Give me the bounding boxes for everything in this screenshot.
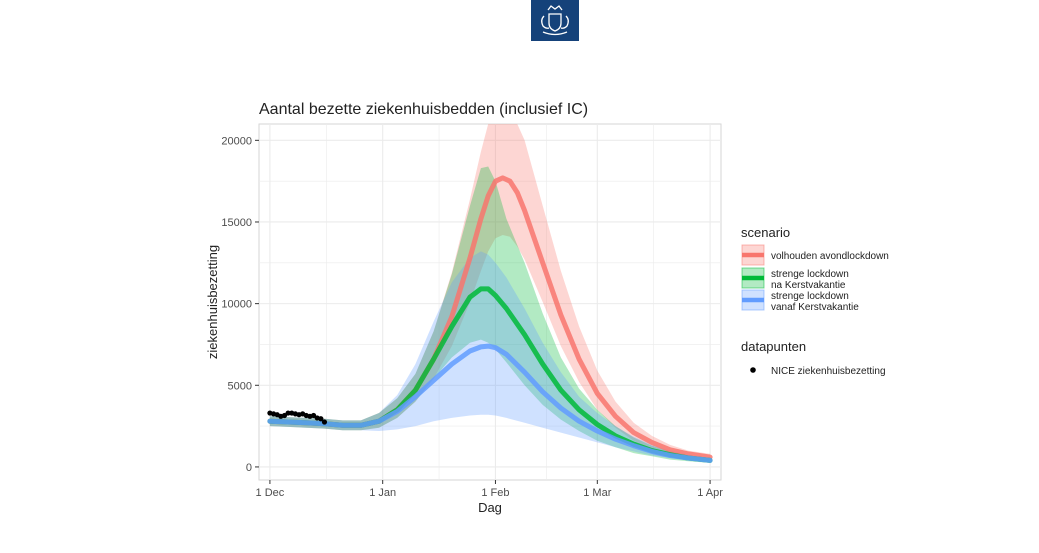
legend-label-1: na Kerstvakantie (771, 280, 846, 291)
chart-title: Aantal bezette ziekenhuisbedden (inclusi… (259, 101, 588, 118)
panel-background (258, 123, 722, 481)
data-point (318, 416, 324, 422)
y-tick-label: 20000 (221, 135, 252, 147)
x-tick-label: 1 Dec (256, 487, 285, 499)
x-tick-label: 1 Jan (369, 487, 396, 499)
band-1 (269, 166, 711, 463)
legend-label-2: strenge lockdown (771, 291, 849, 302)
legend-label-0: volhouden avondlockdown (771, 251, 889, 262)
y-tick-label: 0 (246, 462, 252, 474)
band-0 (269, 124, 711, 460)
scenario-bands (269, 124, 711, 463)
legend-label-data: NICE ziekenhuisbezetting (771, 366, 886, 377)
data-point (285, 410, 291, 416)
x-tick-label: 1 Feb (481, 487, 509, 499)
legend-title-datapunten: datapunten (741, 339, 806, 354)
scenario-lines (267, 175, 713, 463)
y-tick-label: 15000 (221, 217, 252, 229)
data-points (267, 410, 328, 425)
y-tick-label: 10000 (221, 299, 252, 311)
axis-ticks: 1 Dec 1 Jan 1 Feb 1 Mar 1 Apr 0 5000 10000 15000… (221, 135, 723, 499)
legend-label-2: vanaf Kerstvakantie (771, 302, 859, 313)
y-axis-title: ziekenhuisbezetting (205, 245, 220, 359)
legend: scenario volhouden avondlockdown strenge l… (741, 225, 889, 377)
y-tick-label: 5000 (228, 380, 252, 392)
data-point (281, 412, 288, 419)
data-point (310, 412, 317, 419)
legend-key-point (750, 367, 756, 373)
line-2 (267, 343, 713, 463)
x-tick-label: 1 Mar (583, 487, 611, 499)
x-tick-label: 1 Apr (697, 487, 723, 499)
legend-title-scenario: scenario (741, 225, 790, 240)
x-axis-title: Dag (478, 500, 502, 515)
plot-panel (258, 123, 722, 481)
rijksoverheid-logo (531, 0, 579, 41)
coat-of-arms-icon (541, 5, 569, 36)
data-point (321, 419, 328, 425)
legend-label-1: strenge lockdown (771, 269, 849, 280)
band-2 (269, 251, 711, 462)
